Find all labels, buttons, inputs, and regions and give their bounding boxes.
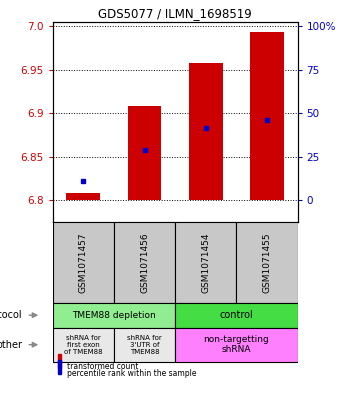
Text: GSM1071455: GSM1071455 [262,232,271,293]
Bar [53,303,175,328]
Text: GSM1071457: GSM1071457 [79,232,88,293]
Text: percentile rank within the sample: percentile rank within the sample [67,369,196,378]
Bar [175,328,298,362]
Text: shRNA for
3'UTR of
TMEM88: shRNA for 3'UTR of TMEM88 [127,335,162,354]
Bar [114,328,175,362]
Bar [175,222,236,303]
Bar [57,354,61,368]
Bar [236,222,298,303]
Bar [57,360,61,375]
Title: GDS5077 / ILMN_1698519: GDS5077 / ILMN_1698519 [98,7,252,20]
Text: transformed count: transformed count [67,362,138,371]
Text: protocol: protocol [0,310,22,320]
Bar [189,62,222,200]
Text: GSM1071456: GSM1071456 [140,232,149,293]
Text: control: control [219,310,253,320]
Bar [53,328,114,362]
Bar [175,303,298,328]
Text: non-targetting
shRNA: non-targetting shRNA [203,335,269,354]
Bar [114,222,175,303]
Bar [53,222,114,303]
Text: TMEM88 depletion: TMEM88 depletion [72,311,156,320]
Text: shRNA for
first exon
of TMEM88: shRNA for first exon of TMEM88 [64,335,103,354]
Text: other: other [0,340,22,350]
Bar [128,106,162,200]
Bar [250,32,284,200]
Bar [67,193,100,200]
Text: GSM1071454: GSM1071454 [201,232,210,293]
